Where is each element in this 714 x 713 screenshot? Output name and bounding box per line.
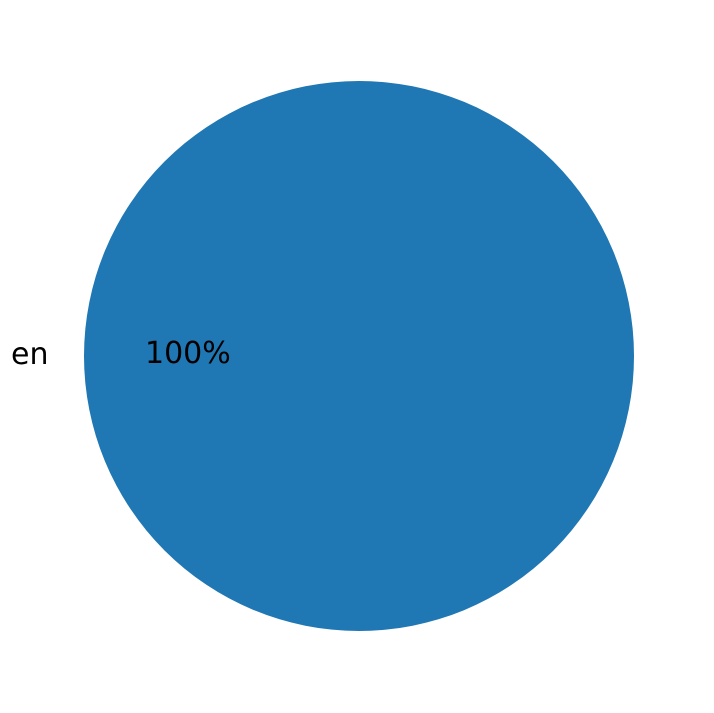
pie-slice-label-en: en	[11, 337, 49, 372]
pie-slice-en[interactable]	[84, 81, 634, 631]
pie-slice-percent-en: 100%	[145, 336, 231, 371]
